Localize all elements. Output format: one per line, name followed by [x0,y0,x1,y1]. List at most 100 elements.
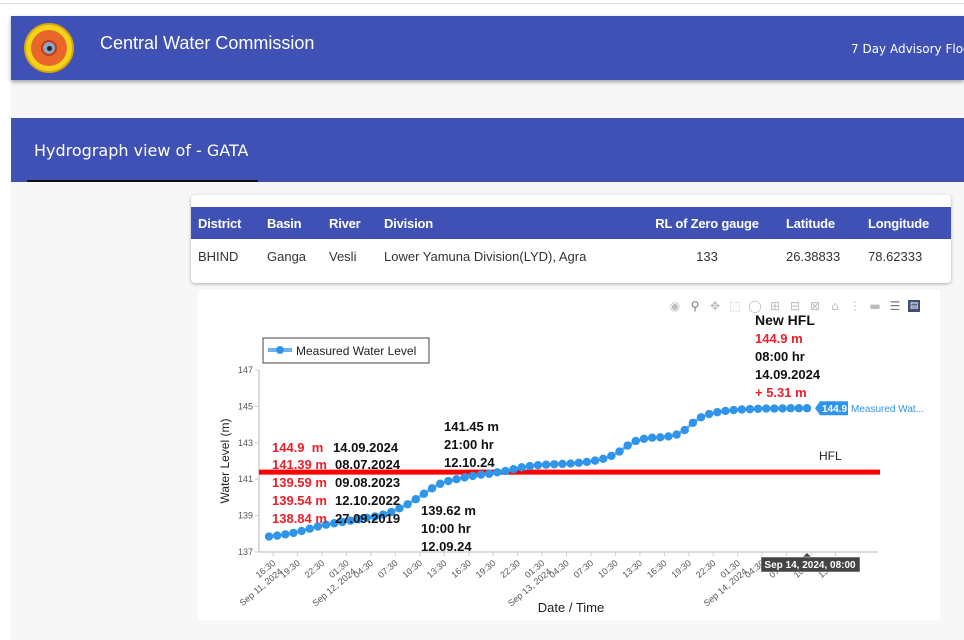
hover-tooltip-text: Sep 14, 2024, 08:00 [764,560,856,571]
data-point [313,522,323,531]
x-tick-label-line: 22:30 [498,558,522,580]
spike-lines-icon[interactable]: ⋮ [849,299,861,313]
camera-icon[interactable]: ◉ [669,299,681,313]
page-title: Hydrograph view of - GATA [34,141,249,160]
data-point [745,404,755,414]
data-point [525,461,535,471]
y-tick-label: 145 [238,401,253,411]
x-tick-label: 19:30 [669,558,693,580]
data-point [411,495,420,504]
x-tick-label-line: 19:30 [474,558,498,580]
data-point [419,489,429,498]
legend-marker-swatch [276,346,284,354]
x-tick-label: 07:30 [572,558,596,580]
data-point [354,515,363,524]
x-tick-label: 16:30 [449,558,473,580]
y-ticks: 137 139 141 143 145 147 [238,365,259,557]
data-point [566,459,575,468]
app-header: Central Water Commission 7 Day Advisory … [11,16,964,80]
annotation-new-hfl: New HFL 144.9 m 08:00 hr 14.09.2024 + 5.… [755,312,821,400]
x-tick-label-line: 04:30 [351,558,375,580]
pan-icon[interactable]: ✥ [709,299,721,313]
data-point [713,408,722,417]
table-header-row: District Basin River Division RL of Zero… [191,207,951,239]
table-row: BHIND Ganga Vesli Lower Yamuna Division(… [191,239,951,273]
history-level-3: 139.59 m [272,475,327,490]
data-point [338,517,347,527]
data-point [656,433,665,442]
new-hfl-level: 144.9 m [755,331,803,346]
data-point [435,479,445,488]
data-point [517,463,526,472]
data-point [509,464,518,474]
data-point [607,451,616,461]
x-tick-label: 13:30 [620,558,644,580]
cell-river: Vesli [329,248,357,264]
data-point [778,404,787,413]
data-point [362,513,372,522]
start-point-date: 12.09.24 [421,539,472,554]
data-point [688,418,698,427]
box-select-icon[interactable]: ⬚ [729,299,741,313]
data-point [550,460,559,469]
zoom-in-icon[interactable]: ⊞ [769,299,781,313]
nav-7-day-advisory[interactable]: 7 Day Advisory Floo [851,42,964,56]
history-date-5: 27.09.2019 [335,511,400,526]
autoscale-icon[interactable]: ⊠ [809,299,821,313]
y-tick-label: 137 [238,547,253,557]
hover-compare-icon[interactable]: ☰ [889,299,901,313]
history-date-3: 09.08.2023 [335,475,400,490]
x-tick-label: 19:30 [278,558,302,580]
last-value-box [815,401,848,416]
header-division: Division [377,207,635,239]
data-point [403,500,412,509]
x-tick-label: 10:30 [596,558,620,580]
header-basin: Basin [260,207,322,239]
series-measured-water-level[interactable] [264,404,812,541]
annotation-history: 144.9 m 14.09.2024 141.39 m 08.07.2024 1… [272,440,401,526]
data-point [582,457,592,467]
app-title: Central Water Commission [100,33,315,53]
new-hfl-time: 08:00 hr [755,349,805,364]
plotly-logo-icon[interactable]: ▤ [908,300,920,312]
history-date-2: 08.07.2024 [335,457,401,472]
lasso-select-icon[interactable]: ◯ [748,299,762,313]
chart-legend[interactable]: Measured Water Level [262,337,430,364]
history-level-5: 138.84 m [272,511,327,526]
hydrograph-header: Hydrograph view of - GATA [11,118,964,182]
data-point [639,434,649,443]
cell-longitude: 78.62333 [868,248,923,264]
data-point [468,471,477,481]
data-point [378,510,388,519]
zoom-icon[interactable]: ⚲ [690,299,700,313]
zoom-out-icon[interactable]: ⊟ [789,299,801,313]
cross-hfl-time: 21:00 hr [444,437,494,452]
start-point-time: 10:00 hr [421,521,471,536]
cwc-emblem-icon[interactable] [24,23,74,73]
x-tick-label-line: 19:30 [669,558,693,580]
hover-tooltip-box [760,556,861,573]
header-river: River [322,207,377,239]
x-tick-label-line: 07:30 [376,558,400,580]
y-axis-title: Water Level (m) [218,419,232,504]
data-point [452,475,461,484]
y-tick-label: 147 [238,365,253,375]
x-tick-label: 07:30 [376,558,400,580]
new-hfl-heading: New HFL [755,312,815,328]
data-point [794,404,804,413]
history-level-2: 141.39 m [272,457,327,472]
history-date-1: 14.09.2024 [333,440,399,455]
x-tick-label-line: 16:30 [449,558,473,580]
data-point [599,454,608,464]
browser-top-border [0,3,964,4]
data-point [574,458,583,468]
chart-modebar: ◉ ⚲ ✥ ⬚ ◯ ⊞ ⊟ ⊠ ⌂ ⋮ ▬ ☰ ▤ [668,298,920,314]
x-tick-label: 10:30 [400,558,424,580]
station-info-table: District Basin River Division RL of Zero… [191,207,951,273]
hover-closest-icon[interactable]: ▬ [869,299,881,313]
cell-division: Lower Yamuna Division(LYD), Agra [384,248,587,264]
reset-axes-icon[interactable]: ⌂ [831,299,839,313]
annotation-cross-hfl: 141.45 m 21:00 hr 12.10.24 [444,419,499,470]
